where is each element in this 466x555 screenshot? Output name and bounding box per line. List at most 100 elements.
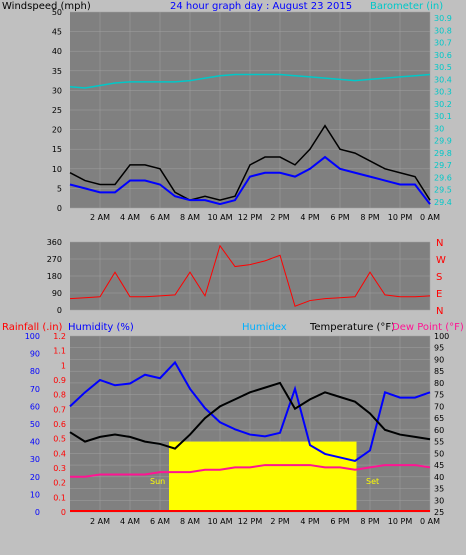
wind-time-axis: 2 AM 4 AM 6 AM 8 AM 10 AM 12 PM 2 PM 4 PM 6 PM 8 …	[90, 213, 440, 222]
humidity-line	[69, 360, 431, 463]
temperature-tick-label: 90	[434, 355, 444, 364]
temperature-tick-label: 85	[434, 367, 444, 376]
wind-gust-line	[69, 124, 431, 201]
humidity-tick-label: 30	[30, 455, 40, 464]
windspeed-tick-label: 30	[52, 86, 62, 95]
barometer-tick-label: 30.9	[434, 14, 452, 23]
temp-time-tick-label: 8 AM	[180, 517, 200, 526]
temperature-tick-label: 35	[434, 485, 444, 494]
temperature-tick-label: 100	[434, 332, 449, 341]
graph-title: 24 hour graph day : August 23 2015	[170, 1, 352, 12]
direction-degree-tick: 0	[57, 306, 62, 315]
rainfall-tick-label: 1	[61, 361, 66, 370]
wind-time-tick-label: 12 PM	[238, 213, 263, 222]
temp-time-tick-label: 4 PM	[300, 517, 319, 526]
rainfall-tick-label: 1.2	[53, 332, 66, 341]
barometer-tick-label: 30.8	[434, 26, 452, 35]
rainfall-tick-label: 1.1	[53, 347, 66, 356]
windspeed-axis: 0 5 10 15 20 25 30 35 40 45 50	[52, 8, 62, 213]
wind-time-tick-label: 10 PM	[388, 213, 413, 222]
temperature-tick-label: 75	[434, 391, 444, 400]
windspeed-tick-label: 15	[52, 145, 62, 154]
temperature-tick-label: 25	[434, 508, 444, 517]
rainfall-tick-label: 0.4	[53, 449, 66, 458]
humidex-label: Humidex	[242, 322, 287, 333]
direction-series	[69, 244, 431, 307]
barometer-tick-label: 30.3	[434, 88, 452, 97]
humidity-tick-label: 90	[30, 350, 40, 359]
wind-time-tick-label: 4 AM	[120, 213, 140, 222]
windspeed-tick-label: 45	[52, 28, 62, 37]
wind-time-tick-label: 4 PM	[300, 213, 319, 222]
wind-average-line	[69, 155, 431, 206]
rainfall-tick-label: 0.2	[53, 479, 66, 488]
temperature-tick-label: 80	[434, 379, 444, 388]
wind-time-tick-label: 2 PM	[270, 213, 289, 222]
direction-compass-tick: S	[436, 272, 442, 283]
wind-time-tick-label: 8 PM	[360, 213, 379, 222]
barometer-tick-label: 30.5	[434, 63, 452, 72]
windspeed-tick-label: 40	[52, 47, 62, 56]
direction-degree-tick: 270	[47, 255, 62, 264]
temp-time-tick-label: 6 PM	[330, 517, 349, 526]
wind-time-tick-label: 6 PM	[330, 213, 349, 222]
wind-time-tick-label: 2 AM	[90, 213, 110, 222]
temperature-line	[69, 381, 431, 450]
temp-time-tick-label: 12 PM	[238, 517, 263, 526]
temperature-tick-label: 45	[434, 461, 444, 470]
humidity-tick-label: 100	[25, 332, 40, 341]
direction-grid	[70, 241, 431, 311]
barometer-tick-label: 29.7	[434, 161, 452, 170]
rainfall-axis: 0 0.1 0.2 0.3 0.4 0.5 0.6 0.7 0.8 0.9 1 1.1 1.2	[53, 332, 66, 517]
barometer-tick-label: 30.4	[434, 75, 452, 84]
solar-area	[169, 441, 357, 512]
temperature-tick-label: 60	[434, 426, 444, 435]
barometer-tick-label: 30.7	[434, 39, 452, 48]
temp-time-tick-label: 2 PM	[270, 517, 289, 526]
temp-grid	[70, 335, 431, 513]
barometer-tick-label: 29.9	[434, 137, 452, 146]
dewpoint-line	[70, 464, 431, 478]
barometer-tick-label: 29.6	[434, 173, 452, 182]
wind-time-tick-label: 10 AM	[207, 213, 232, 222]
windspeed-tick-label: 50	[52, 8, 62, 17]
wind-time-tick-label: 0 AM	[420, 213, 440, 222]
direction-line	[69, 244, 431, 307]
rainfall-tick-label: 0.3	[53, 464, 66, 473]
barometer-tick-label: 29.4	[434, 198, 452, 207]
humidity-tick-label: 20	[30, 473, 40, 482]
barometer-line	[69, 73, 431, 89]
humidity-tick-label: 60	[30, 402, 40, 411]
temperature-tick-label: 30	[434, 496, 444, 505]
dewpoint-label: Dew Point (°F)	[392, 322, 464, 333]
temperature-tick-label: 65	[434, 414, 444, 423]
wind-series	[69, 73, 431, 206]
rainfall-tick-label: 0.6	[53, 420, 66, 429]
windspeed-tick-label: 5	[57, 184, 62, 193]
rainfall-tick-label: 0.7	[53, 405, 66, 414]
rainfall-tick-label: 0	[61, 508, 66, 517]
rainfall-tick-label: 0.9	[53, 376, 66, 385]
barometer-tick-label: 29.5	[434, 186, 452, 195]
direction-degree-tick: 360	[47, 238, 62, 247]
wind-grid	[70, 11, 431, 209]
rainfall-tick-label: 0.5	[53, 435, 66, 444]
humidity-tick-label: 40	[30, 438, 40, 447]
direction-degree-tick: 180	[47, 272, 62, 281]
temperature-tick-label: 95	[434, 344, 444, 353]
rainfall-tick-label: 0.8	[53, 391, 66, 400]
temperature-tick-label: 55	[434, 438, 444, 447]
temp-time-tick-label: 8 PM	[360, 517, 379, 526]
temperature-tick-label: 50	[434, 449, 444, 458]
temperature-axis: 25 30 35 40 45 50 55 60 65 70 75 80 85 90 95 100	[434, 332, 449, 517]
temp-time-tick-label: 2 AM	[90, 517, 110, 526]
barometer-tick-label: 29.8	[434, 149, 452, 158]
wind-time-tick-label: 6 AM	[150, 213, 170, 222]
temp-time-tick-label: 0 AM	[420, 517, 440, 526]
windspeed-label: Windspeed (mph)	[2, 1, 91, 12]
temp-series	[69, 360, 431, 512]
